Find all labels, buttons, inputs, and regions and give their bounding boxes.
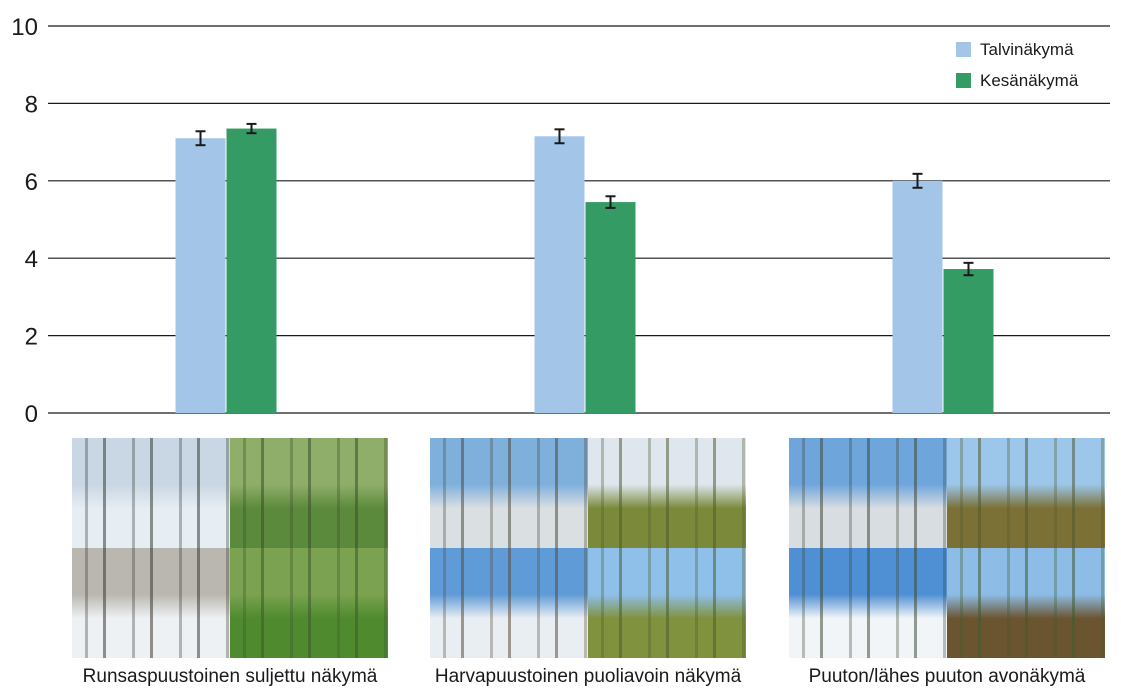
bar-chart: 0 2 4 6 8 10 Talvinäkymä Kesänäkymä xyxy=(11,14,1110,428)
photo-tile-summer-clearcut xyxy=(947,438,1105,548)
error-bar xyxy=(963,261,974,277)
category-caption-open: Puuton/lähes puuton avonäkymä xyxy=(808,666,1086,687)
photo-group-sparse xyxy=(430,438,746,658)
bar-winter-0 xyxy=(175,138,226,414)
legend-swatch-summer xyxy=(956,73,971,88)
error-bar xyxy=(246,122,257,135)
photo-tile-summer-sparse-bog xyxy=(588,438,746,548)
y-tick-label: 4 xyxy=(25,246,38,273)
error-bar xyxy=(554,128,565,145)
photo-tile-winter-sparse-pines xyxy=(430,438,588,548)
bar-winter-2 xyxy=(892,180,943,413)
legend-swatch-winter xyxy=(956,42,971,57)
error-bar xyxy=(605,195,616,209)
category-caption-dense: Runsaspuustoinen suljettu näkymä xyxy=(82,666,378,687)
photo-tile-summer-dense-forest xyxy=(230,438,388,548)
photo-tile-winter-open-clearing xyxy=(789,438,947,548)
error-bar xyxy=(912,172,923,189)
photo-tile-snowy-forest-trunks xyxy=(72,548,230,658)
y-tick-label: 8 xyxy=(25,91,38,118)
photo-tile-summer-sparse-pines xyxy=(588,548,746,658)
photo-tile-winter-open-field xyxy=(789,548,947,658)
error-bar xyxy=(195,130,206,147)
photo-tile-summer-forest-undergrowth xyxy=(230,548,388,658)
bar-summer-0 xyxy=(226,128,277,413)
legend: Talvinäkymä Kesänäkymä xyxy=(956,40,1079,90)
y-axis-ticks: 0 2 4 6 8 10 xyxy=(11,14,38,428)
photo-group-dense xyxy=(72,438,388,658)
error-bars xyxy=(195,122,974,277)
y-tick-label: 6 xyxy=(25,169,38,196)
photo-tile-snowy-dense-forest xyxy=(72,438,230,548)
bars xyxy=(175,128,994,414)
legend-label-winter: Talvinäkymä xyxy=(980,40,1074,59)
category-caption-sparse: Harvapuustoinen puoliavoin näkymä xyxy=(434,666,742,687)
y-tick-label: 10 xyxy=(11,14,38,41)
legend-label-summer: Kesänäkymä xyxy=(980,71,1079,90)
photo-group-open xyxy=(789,438,1105,658)
bar-summer-2 xyxy=(943,269,994,413)
photo-tile-summer-logging-slash xyxy=(947,548,1105,658)
y-tick-label: 2 xyxy=(25,324,38,351)
photo-tile-winter-pines-shadows xyxy=(430,548,588,658)
bar-winter-1 xyxy=(534,136,585,414)
y-tick-label: 0 xyxy=(25,401,38,428)
bar-summer-1 xyxy=(585,202,636,413)
